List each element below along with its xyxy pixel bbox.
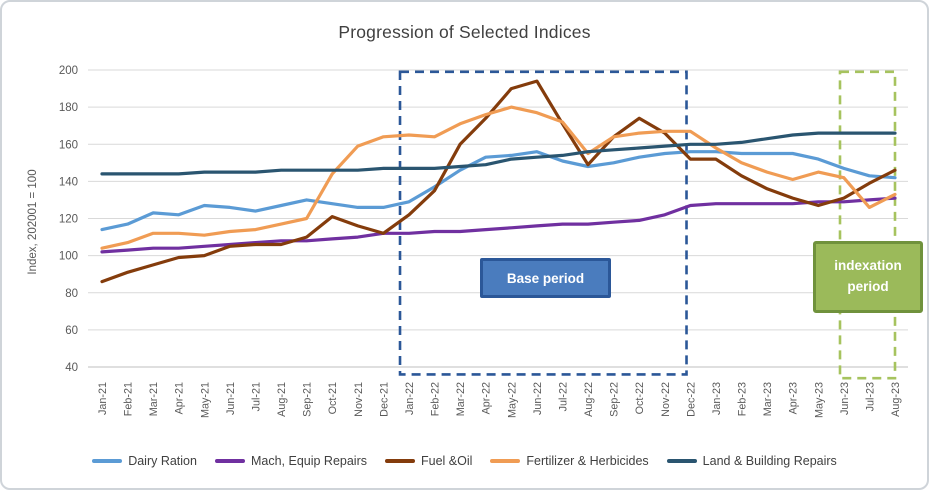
y-tick-label: 40 (65, 362, 78, 374)
legend-label-fertilizer-herbicides: Fertilizer & Herbicides (526, 454, 649, 468)
y-tick-label: 160 (59, 139, 78, 151)
base-period-label: Base period (480, 258, 611, 298)
x-tick-label: Jan-21 (97, 382, 109, 415)
chart-legend: Dairy Ration Mach, Equip Repairs Fuel &Oil… (2, 454, 927, 468)
indexation-period-dashed-rect (838, 70, 897, 380)
series-line-fertilizer-herbicides (100, 105, 897, 250)
x-tick-label: Apr-23 (788, 382, 800, 414)
series-line-mach-equip-repairs (100, 196, 897, 254)
legend-swatch-land-building-repairs (666, 459, 697, 463)
x-tick-label: Jan-23 (711, 382, 723, 415)
legend-item-mach-equip-repairs: Mach, Equip Repairs (214, 454, 367, 468)
x-tick-label: Oct-22 (634, 382, 646, 414)
x-tick-label: Feb-21 (123, 382, 135, 416)
series-line-land-building-repairs (100, 131, 897, 176)
legend-item-fertilizer-herbicides: Fertilizer & Herbicides (490, 454, 649, 468)
x-tick-label: Jul-22 (557, 382, 569, 411)
indexation-period-label: indexation period (813, 241, 923, 313)
legend-label-mach-equip-repairs: Mach, Equip Repairs (250, 454, 367, 468)
x-tick-label: Feb-22 (430, 382, 442, 416)
legend-label-fuel-oil: Fuel &Oil (421, 454, 473, 468)
legend-swatch-fuel-oil (385, 459, 415, 463)
legend-swatch-fertilizer-herbicides (490, 459, 521, 463)
series-line-dairy-ration (100, 150, 897, 232)
legend-item-fuel-oil: Fuel &Oil (385, 454, 472, 468)
x-tick-label: Oct-21 (327, 382, 339, 414)
x-tick-label: May-21 (199, 382, 211, 418)
series-line-fuel-oil (100, 79, 897, 284)
x-tick-label: Aug-22 (583, 382, 595, 417)
x-tick-label: Sep-22 (609, 382, 621, 417)
x-tick-label: Dec-22 (685, 382, 697, 417)
x-tick-label: Mar-21 (148, 382, 160, 416)
y-tick-label: 80 (65, 288, 78, 300)
x-tick-label: Jun-21 (225, 382, 237, 415)
x-tick-label: May-22 (506, 382, 518, 418)
x-tick-label: Jan-22 (404, 382, 416, 415)
y-tick-label: 120 (59, 214, 78, 226)
legend-label-land-building-repairs: Land & Building Repairs (702, 454, 837, 468)
x-tick-label: Apr-21 (174, 382, 186, 414)
x-tick-label: Aug-21 (276, 382, 288, 417)
legend-item-dairy-ration: Dairy Ration (92, 454, 197, 468)
x-tick-label: Jul-23 (864, 382, 876, 411)
x-tick-label: Feb-23 (737, 382, 749, 416)
x-tick-label: Apr-22 (481, 382, 493, 414)
x-tick-label: Dec-21 (378, 382, 390, 417)
y-tick-label: 200 (59, 65, 78, 77)
legend-item-land-building-repairs: Land & Building Repairs (666, 454, 837, 468)
legend-swatch-mach-equip-repairs (214, 459, 245, 463)
x-tick-label: Aug-23 (890, 382, 902, 417)
base-period-dashed-rect (398, 70, 688, 376)
x-tick-label: Jun-23 (839, 382, 851, 415)
y-tick-label: 180 (59, 102, 78, 114)
chart-title: Progression of Selected Indices (338, 22, 591, 42)
x-tick-label: May-23 (813, 382, 825, 418)
y-tick-label: 100 (59, 251, 78, 263)
x-tick-label: Mar-22 (455, 382, 467, 416)
x-tick-label: Sep-21 (302, 382, 314, 417)
x-tick-label: Nov-22 (660, 382, 672, 417)
x-tick-label: Nov-21 (353, 382, 365, 417)
y-tick-label: 60 (65, 325, 78, 337)
y-tick-label: 140 (59, 176, 78, 188)
x-tick-label: Jul-21 (250, 382, 262, 411)
legend-label-dairy-ration: Dairy Ration (128, 454, 197, 468)
x-tick-label: Jun-22 (532, 382, 544, 415)
legend-swatch-dairy-ration (92, 459, 123, 463)
x-tick-label: Mar-23 (762, 382, 774, 416)
